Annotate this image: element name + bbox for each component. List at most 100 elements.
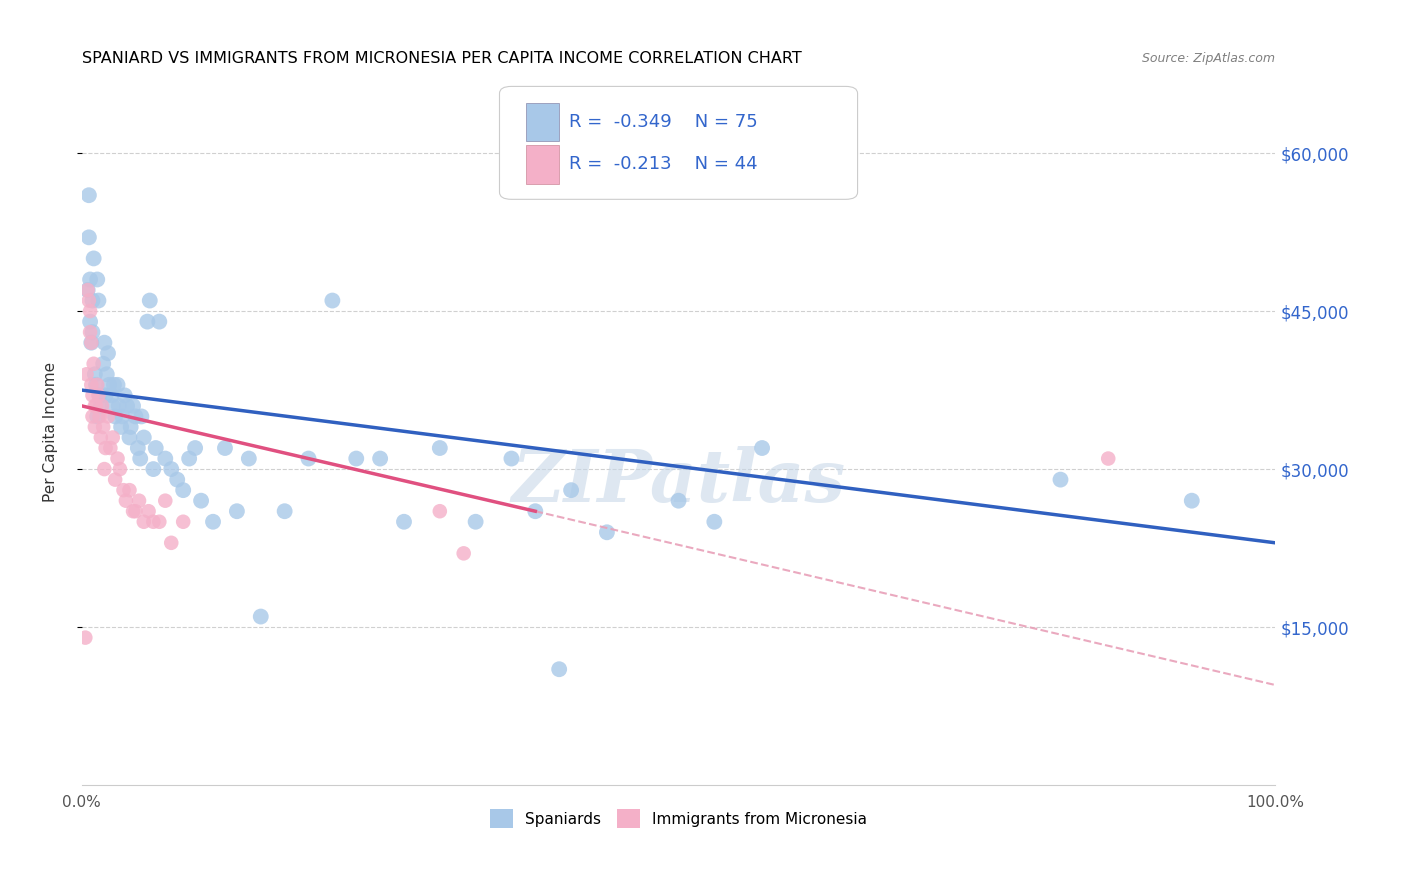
Point [114, 388, 136, 402]
Point [172, 515, 194, 529]
Point [136, 315, 159, 329]
Point [91, 399, 114, 413]
Point [131, 409, 153, 424]
Point [91, 357, 114, 371]
Point [80, 335, 103, 350]
Point [83, 357, 105, 371]
Point [225, 504, 247, 518]
Point [83, 420, 105, 434]
Point [190, 493, 212, 508]
Point [93, 462, 115, 476]
Point [103, 377, 125, 392]
Point [90, 399, 112, 413]
Point [107, 399, 129, 413]
Point [122, 504, 145, 518]
Point [344, 451, 367, 466]
Point [148, 315, 170, 329]
Point [548, 662, 571, 676]
Point [297, 451, 319, 466]
Point [87, 293, 110, 308]
Text: R =  -0.213    N = 44: R = -0.213 N = 44 [568, 155, 758, 173]
Point [453, 546, 475, 560]
Point [128, 493, 150, 508]
Text: R =  -0.349    N = 75: R = -0.349 N = 75 [568, 112, 758, 131]
Point [82, 325, 104, 339]
FancyBboxPatch shape [499, 87, 858, 199]
Point [90, 430, 112, 444]
Point [202, 515, 225, 529]
Point [214, 441, 236, 455]
Point [138, 504, 160, 518]
Point [155, 451, 177, 466]
Point [118, 483, 141, 497]
Point [82, 388, 104, 402]
Point [100, 388, 122, 402]
Point [464, 515, 486, 529]
Point [110, 420, 132, 434]
Point [97, 346, 120, 360]
Point [107, 451, 129, 466]
Point [77, 293, 100, 308]
Point [1049, 473, 1071, 487]
Point [76, 283, 98, 297]
Legend: Spaniards, Immigrants from Micronesia: Spaniards, Immigrants from Micronesia [484, 803, 873, 834]
Point [86, 409, 108, 424]
Point [94, 441, 117, 455]
Point [429, 504, 451, 518]
Point [104, 409, 127, 424]
FancyBboxPatch shape [526, 145, 560, 184]
Point [89, 388, 111, 402]
Point [79, 272, 101, 286]
Point [139, 293, 162, 308]
Point [101, 430, 124, 444]
Point [142, 462, 165, 476]
Text: Source: ZipAtlas.com: Source: ZipAtlas.com [1142, 53, 1275, 65]
Point [79, 304, 101, 318]
Point [120, 420, 142, 434]
Point [132, 515, 155, 529]
Point [97, 409, 120, 424]
Point [703, 515, 725, 529]
FancyBboxPatch shape [526, 103, 560, 142]
Point [86, 377, 108, 392]
Point [84, 399, 107, 413]
Point [368, 451, 391, 466]
Text: ZIPatlas: ZIPatlas [512, 446, 845, 517]
Point [321, 293, 343, 308]
Point [129, 451, 152, 466]
Point [111, 409, 134, 424]
Point [172, 483, 194, 497]
Text: SPANIARD VS IMMIGRANTS FROM MICRONESIA PER CAPITA INCOME CORRELATION CHART: SPANIARD VS IMMIGRANTS FROM MICRONESIA P… [82, 51, 801, 66]
Point [87, 388, 110, 402]
Point [1181, 493, 1204, 508]
Point [107, 377, 129, 392]
Point [392, 515, 415, 529]
Point [160, 462, 183, 476]
Point [96, 368, 118, 382]
Point [155, 493, 177, 508]
Point [86, 272, 108, 286]
Point [166, 473, 188, 487]
Point [82, 409, 104, 424]
Point [115, 493, 138, 508]
Point [560, 483, 582, 497]
Point [668, 493, 690, 508]
Y-axis label: Per Capita Income: Per Capita Income [44, 362, 58, 502]
Point [148, 515, 170, 529]
Point [238, 451, 260, 466]
Point [751, 441, 773, 455]
Point [124, 409, 146, 424]
Point [82, 293, 104, 308]
Point [142, 515, 165, 529]
Point [160, 536, 183, 550]
Point [501, 451, 523, 466]
Point [273, 504, 295, 518]
Point [132, 430, 155, 444]
Point [80, 335, 103, 350]
Point [93, 335, 115, 350]
Point [98, 377, 121, 392]
Point [75, 631, 97, 645]
Point [94, 388, 117, 402]
Point [122, 399, 145, 413]
Point [112, 483, 135, 497]
